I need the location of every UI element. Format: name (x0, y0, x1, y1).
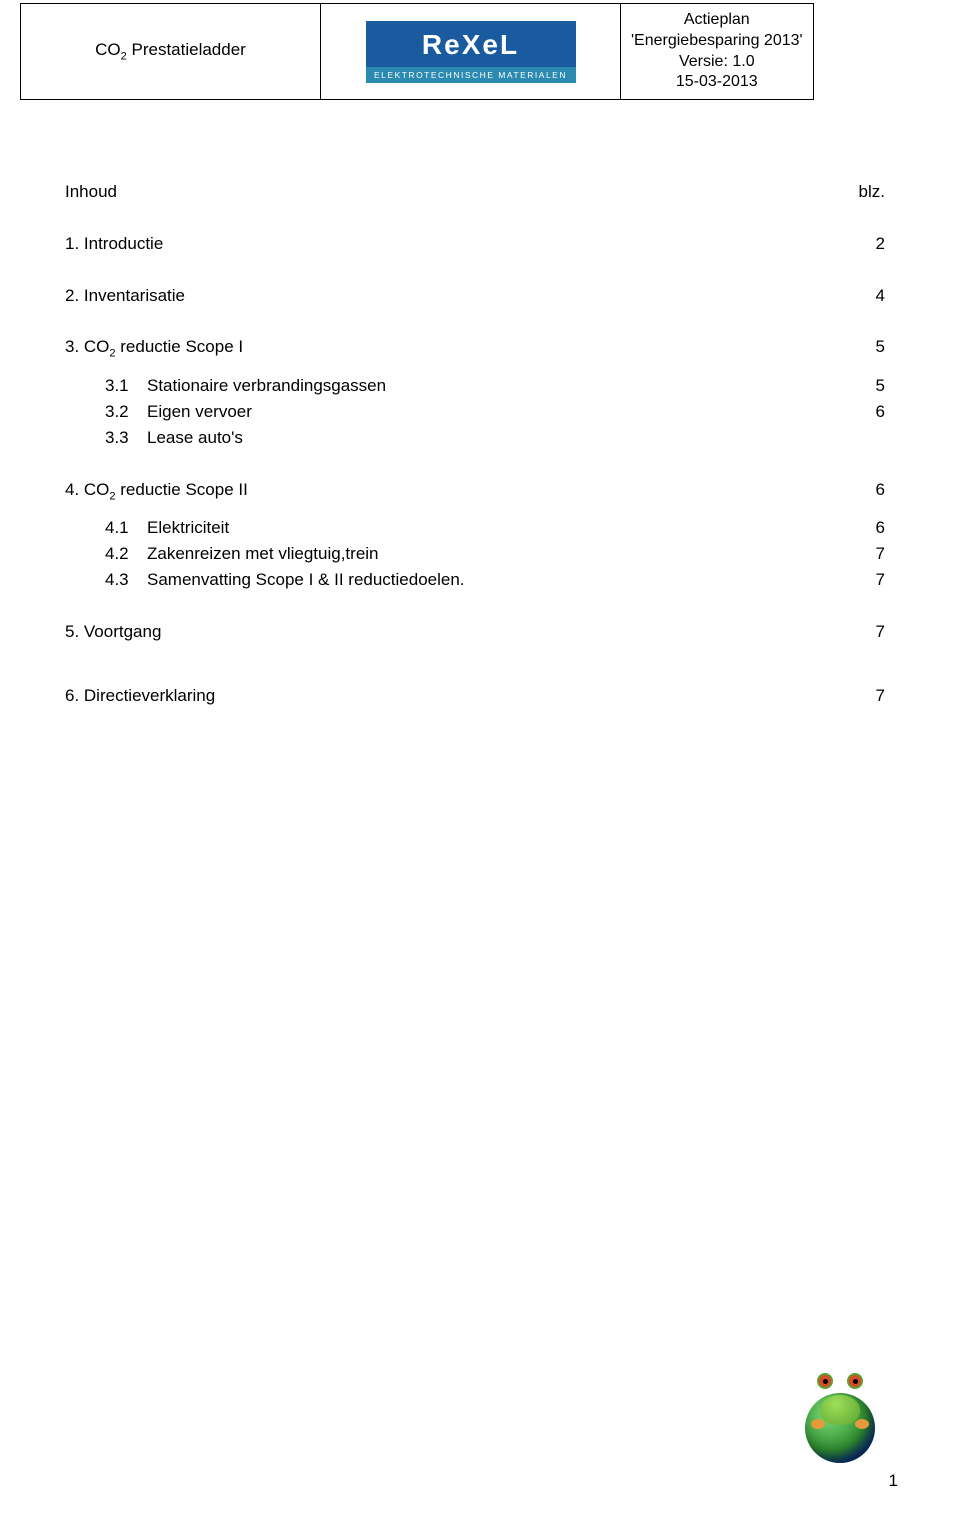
toc-entry-1: 1. Introductie 2 (65, 232, 885, 256)
toc-entry-4-label: 4. CO2 reductie Scope II (65, 478, 855, 505)
toc-entry-2: 2. Inventarisatie 4 (65, 284, 885, 308)
toc-entry-4-row: 4. CO2 reductie Scope II 6 (65, 478, 885, 505)
toc-entry-2-page: 4 (855, 284, 885, 308)
toc-3-2-page: 6 (855, 400, 885, 424)
toc-entry-4-page: 6 (855, 478, 885, 505)
toc-entry-4-post: reductie Scope II (116, 480, 248, 499)
toc-3-1-num: 3.1 (105, 374, 147, 398)
toc-4-3-page: 7 (855, 568, 885, 592)
header-right-cell: Actieplan 'Energiebesparing 2013' Versie… (621, 4, 814, 100)
toc-entry-1-page: 2 (855, 232, 885, 256)
toc-entry-3-label: 3. CO2 reductie Scope I (65, 335, 855, 362)
toc-title: Inhoud (65, 180, 855, 204)
page-number: 1 (889, 1471, 898, 1491)
toc-entry-4: 4. CO2 reductie Scope II 6 4.1Elektricit… (65, 478, 885, 592)
toc-4-1-page: 6 (855, 516, 885, 540)
toc-3-2-num: 3.2 (105, 400, 147, 424)
toc-4-2-txt: Zakenreizen met vliegtuig,trein (147, 542, 855, 566)
toc-4-1-txt: Elektriciteit (147, 516, 855, 540)
toc-entry-3-2: 3.2Eigen vervoer 6 (105, 400, 885, 424)
header-right-line3: Versie: 1.0 (631, 52, 803, 73)
header-right-line4: 15-03-2013 (631, 72, 803, 93)
toc-3-3-txt: Lease auto's (147, 426, 855, 450)
logo-name: ReXeL (366, 21, 576, 67)
header-left-cell: CO2 Prestatieladder (21, 4, 321, 100)
toc-3-3-num: 3.3 (105, 426, 147, 450)
rexel-logo: ReXeL ELEKTROTECHNISCHE MATERIALEN (366, 21, 576, 83)
logo-subtitle: ELEKTROTECHNISCHE MATERIALEN (366, 67, 576, 83)
toc-entry-3-post: reductie Scope I (116, 337, 244, 356)
toc-4-2-num: 4.2 (105, 542, 147, 566)
frog-icon (813, 1375, 867, 1425)
toc-entry-3-subs: 3.1Stationaire verbrandingsgassen 5 3.2E… (105, 374, 885, 449)
toc-3-1-page: 5 (855, 374, 885, 398)
toc-entry-3: 3. CO2 reductie Scope I 5 3.1Stationaire… (65, 335, 885, 449)
toc-entry-3-1: 3.1Stationaire verbrandingsgassen 5 (105, 374, 885, 398)
toc-entry-5: 5. Voortgang 7 (65, 620, 885, 644)
toc-4-2-page: 7 (855, 542, 885, 566)
header-left-post: Prestatieladder (127, 40, 246, 59)
toc-3-2-txt: Eigen vervoer (147, 400, 855, 424)
toc-entry-3-row: 3. CO2 reductie Scope I 5 (65, 335, 885, 362)
toc-3-3-page (855, 426, 885, 450)
toc-4-3-txt: Samenvatting Scope I & II reductiedoelen… (147, 568, 855, 592)
frog-globe-icon (795, 1373, 885, 1463)
toc-entry-1-label: 1. Introductie (65, 232, 855, 256)
toc-entry-3-pre: 3. CO (65, 337, 109, 356)
toc-entry-3-page: 5 (855, 335, 885, 362)
toc-entry-5-page: 7 (855, 620, 885, 644)
toc-entry-4-subs: 4.1Elektriciteit 6 4.2Zakenreizen met vl… (105, 516, 885, 591)
page-header: CO2 Prestatieladder ReXeL ELEKTROTECHNIS… (20, 3, 814, 100)
toc-entry-4-1: 4.1Elektriciteit 6 (105, 516, 885, 540)
header-left-pre: CO (95, 40, 121, 59)
header-logo-cell: ReXeL ELEKTROTECHNISCHE MATERIALEN (321, 4, 621, 100)
toc-entry-6-label: 6. Directieverklaring (65, 684, 855, 708)
toc-4-1-num: 4.1 (105, 516, 147, 540)
toc-entry-3-3: 3.3Lease auto's (105, 426, 885, 450)
toc-entry-4-3: 4.3Samenvatting Scope I & II reductiedoe… (105, 568, 885, 592)
toc-entry-2-label: 2. Inventarisatie (65, 284, 855, 308)
header-right-line2: 'Energiebesparing 2013' (631, 31, 803, 52)
toc-entry-4-2: 4.2Zakenreizen met vliegtuig,trein 7 (105, 542, 885, 566)
toc-entry-4-pre: 4. CO (65, 480, 109, 499)
toc-entry-6: 6. Directieverklaring 7 (65, 684, 885, 708)
toc-entry-5-label: 5. Voortgang (65, 620, 855, 644)
header-right-line1: Actieplan (631, 10, 803, 31)
toc-4-3-num: 4.3 (105, 568, 147, 592)
toc: Inhoud blz. 1. Introductie 2 2. Inventar… (65, 180, 885, 707)
toc-header-row: Inhoud blz. (65, 180, 885, 204)
toc-3-1-txt: Stationaire verbrandingsgassen (147, 374, 855, 398)
toc-entry-6-page: 7 (855, 684, 885, 708)
toc-page-label: blz. (855, 180, 885, 204)
